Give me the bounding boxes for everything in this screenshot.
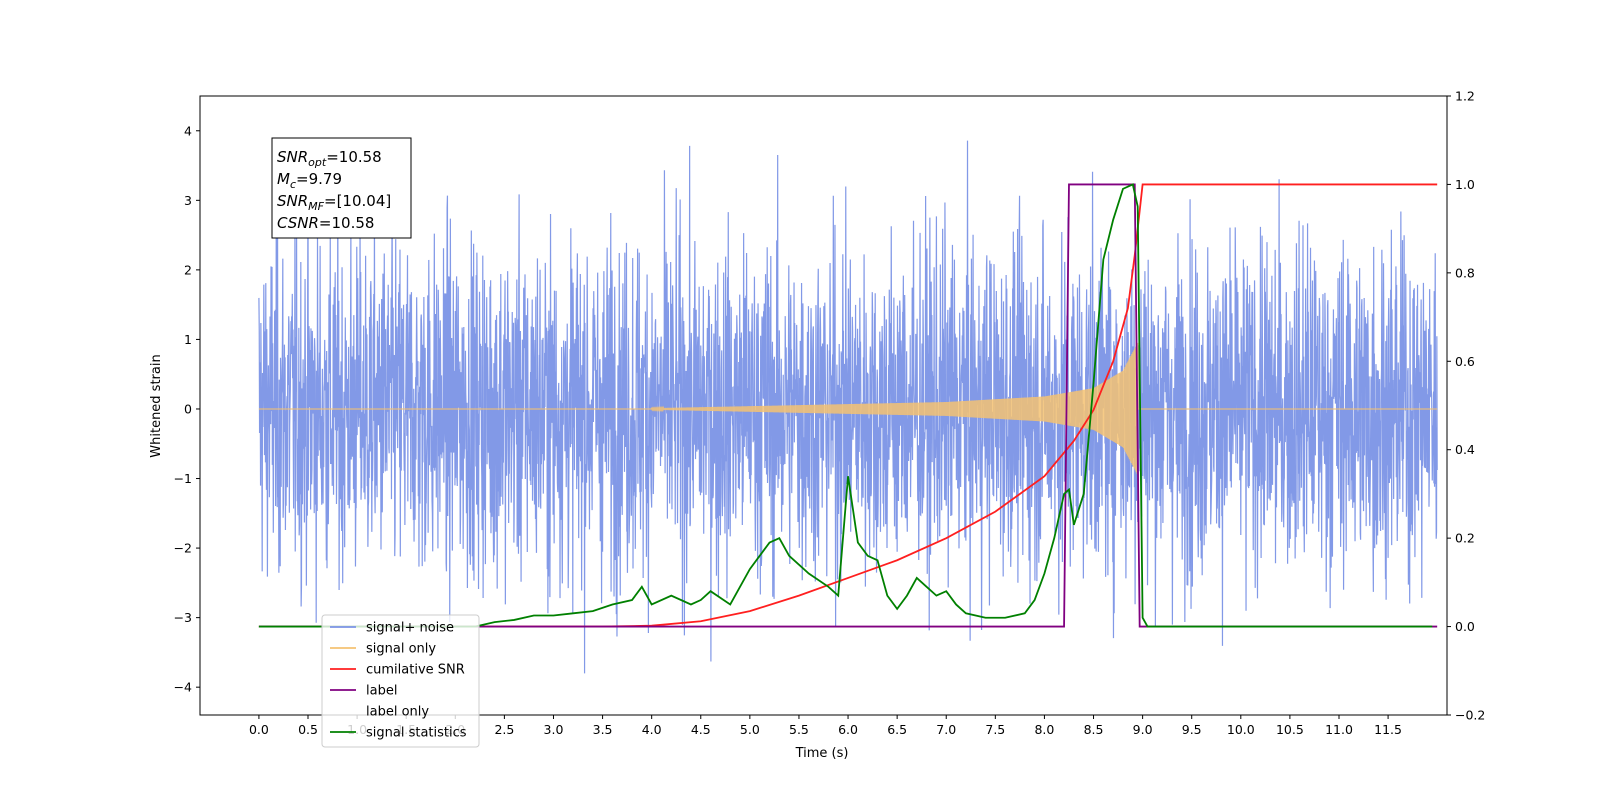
x-tick-label: 10.5 [1276, 722, 1304, 737]
x-tick-label: 6.5 [887, 722, 907, 737]
series-signal-only [258, 342, 1438, 475]
x-tick-label: 4.0 [642, 722, 662, 737]
x-tick-label: 4.5 [691, 722, 711, 737]
annotation-line: SNRMF=[10.04] [277, 192, 391, 213]
x-tick-label: 7.0 [936, 722, 956, 737]
annotation-frame [271, 137, 412, 239]
x-tick-label: 11.5 [1374, 722, 1402, 737]
annotation-line: CSNR=10.58 [277, 214, 374, 232]
legend-entry: label [366, 684, 397, 699]
y-tick-label: 0 [184, 401, 192, 416]
legend-entry: signal statistics [366, 726, 467, 741]
legend-entry: cumilative SNR [366, 663, 465, 678]
y-tick-label: 2 [184, 262, 192, 277]
x-tick-label: 5.0 [740, 722, 760, 737]
y2-tick-label: 0.2 [1455, 531, 1475, 546]
legend: signal+ noise signal only cumilative SNR la… [321, 614, 480, 748]
x-tick-label: 0.5 [298, 722, 318, 737]
y2-tick-label: 0.0 [1455, 619, 1475, 634]
annotation-line: Mc=9.79 [277, 170, 342, 191]
x-tick-label: 7.5 [985, 722, 1005, 737]
x-tick-label: 3.5 [593, 722, 613, 737]
legend-entry: label only [366, 705, 429, 720]
series-signal-statistics [258, 183, 1433, 628]
y-tick-label: 4 [184, 123, 192, 138]
y-tick-label: −1 [174, 471, 192, 486]
x-tick-label: 6.0 [838, 722, 858, 737]
y-tick-label: 3 [184, 193, 192, 208]
x-tick-label: 9.0 [1133, 722, 1153, 737]
y-tick-label: −3 [174, 610, 192, 625]
x-tick-label: 11.0 [1325, 722, 1353, 737]
x-tick-label: 3.0 [544, 722, 564, 737]
y-axis-label: Whitened strain [149, 354, 164, 457]
y2-tick-label: 1.2 [1455, 89, 1475, 104]
y2-tick-label: 0.4 [1455, 442, 1475, 457]
legend-entry: signal only [366, 642, 436, 657]
y2-tick-label: 1.0 [1455, 177, 1475, 192]
series-signal-noise [258, 140, 1438, 674]
x-tick-label: 8.0 [1034, 722, 1054, 737]
y2-tick-label: −0.2 [1455, 708, 1485, 723]
legend-frame [321, 614, 480, 748]
y-tick-label: 1 [184, 332, 192, 347]
x-tick-label: 5.5 [789, 722, 809, 737]
legend-entry: signal+ noise [366, 621, 454, 636]
y-axis-left: −4 −3 −2 −1 0 1 2 3 4 [174, 123, 200, 695]
plot-frame [199, 95, 1448, 716]
x-tick-label: 10.0 [1227, 722, 1255, 737]
annotation-box: SNRopt=10.58Mc=9.79SNRMF=[10.04]CSNR=10.… [271, 137, 412, 239]
x-tick-label: 8.5 [1084, 722, 1104, 737]
x-axis-label: Time (s) [795, 746, 849, 761]
plot-content [258, 140, 1438, 674]
y-tick-label: −4 [174, 680, 192, 695]
y2-tick-label: 0.8 [1455, 265, 1475, 280]
y2-tick-label: 0.6 [1455, 354, 1475, 369]
annotation-line: SNRopt=10.58 [277, 148, 382, 169]
y-tick-label: −2 [174, 541, 192, 556]
x-tick-label: 2.5 [494, 722, 514, 737]
x-tick-label: 9.5 [1182, 722, 1202, 737]
y-axis-right: −0.2 0.0 0.2 0.4 0.6 0.8 1.0 1.2 [1447, 89, 1485, 723]
x-tick-label: 0.0 [249, 722, 269, 737]
